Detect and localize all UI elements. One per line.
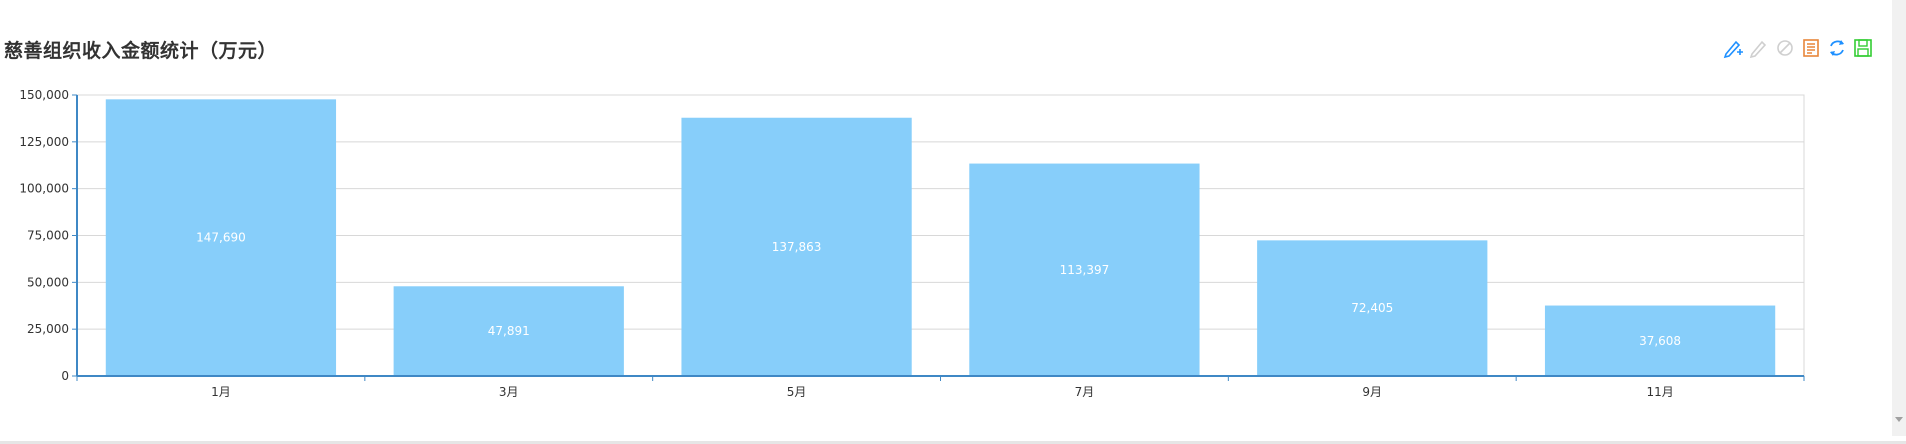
chart-title: 慈善组织收入金额统计（万元） <box>4 40 278 62</box>
y-tick-label: 100,000 <box>19 182 69 196</box>
bars: 147,690 47,891 137,863 113,397 72,405 37,608 <box>105 99 1776 377</box>
data-view-icon[interactable] <box>1800 37 1822 59</box>
x-tick-label: 9月 <box>1362 385 1382 399</box>
bar-value-label: 47,891 <box>488 324 530 338</box>
bar-value-label: 137,863 <box>772 240 822 254</box>
mark-pen-icon[interactable] <box>1722 37 1744 59</box>
bottom-border <box>0 441 1906 444</box>
bar[interactable] <box>105 99 337 377</box>
axes: 0 25,000 50,000 75,000 100,000 125,000 150,000… <box>19 88 1805 399</box>
bar[interactable] <box>1544 305 1776 376</box>
bar[interactable] <box>1257 240 1488 376</box>
bar-value-label: 113,397 <box>1060 263 1110 277</box>
y-tick-label: 25,000 <box>27 322 69 336</box>
x-tick-label: 3月 <box>499 385 519 399</box>
x-tick-label: 7月 <box>1075 385 1095 399</box>
mark-undo-icon[interactable] <box>1748 37 1770 59</box>
mark-clear-icon[interactable] <box>1774 37 1796 59</box>
bar[interactable] <box>393 286 624 376</box>
vertical-scrollbar[interactable] <box>1892 0 1906 436</box>
bar[interactable] <box>969 163 1200 376</box>
x-tick-label: 1月 <box>211 385 231 399</box>
y-tick-label: 125,000 <box>19 135 69 149</box>
y-tick-label: 50,000 <box>27 275 69 289</box>
x-tick-label: 5月 <box>787 385 807 399</box>
scroll-down-arrow-icon[interactable] <box>1892 412 1906 426</box>
bar-chart: 147,69047,891137,863113,39772,40537,608 … <box>19 88 1805 399</box>
x-tick-label: 11月 <box>1646 385 1673 399</box>
save-image-icon[interactable] <box>1852 37 1874 59</box>
bar-value-label: 37,608 <box>1639 334 1681 348</box>
bar-value-label: 147,690 <box>196 231 246 245</box>
y-tick-label: 0 <box>61 369 69 383</box>
y-tick-label: 75,000 <box>27 229 69 243</box>
restore-icon[interactable] <box>1826 37 1848 59</box>
bar-value-label: 72,405 <box>1351 301 1393 315</box>
chart-toolbox <box>1722 37 1874 59</box>
y-tick-label: 150,000 <box>19 88 69 102</box>
bar[interactable] <box>681 117 912 377</box>
